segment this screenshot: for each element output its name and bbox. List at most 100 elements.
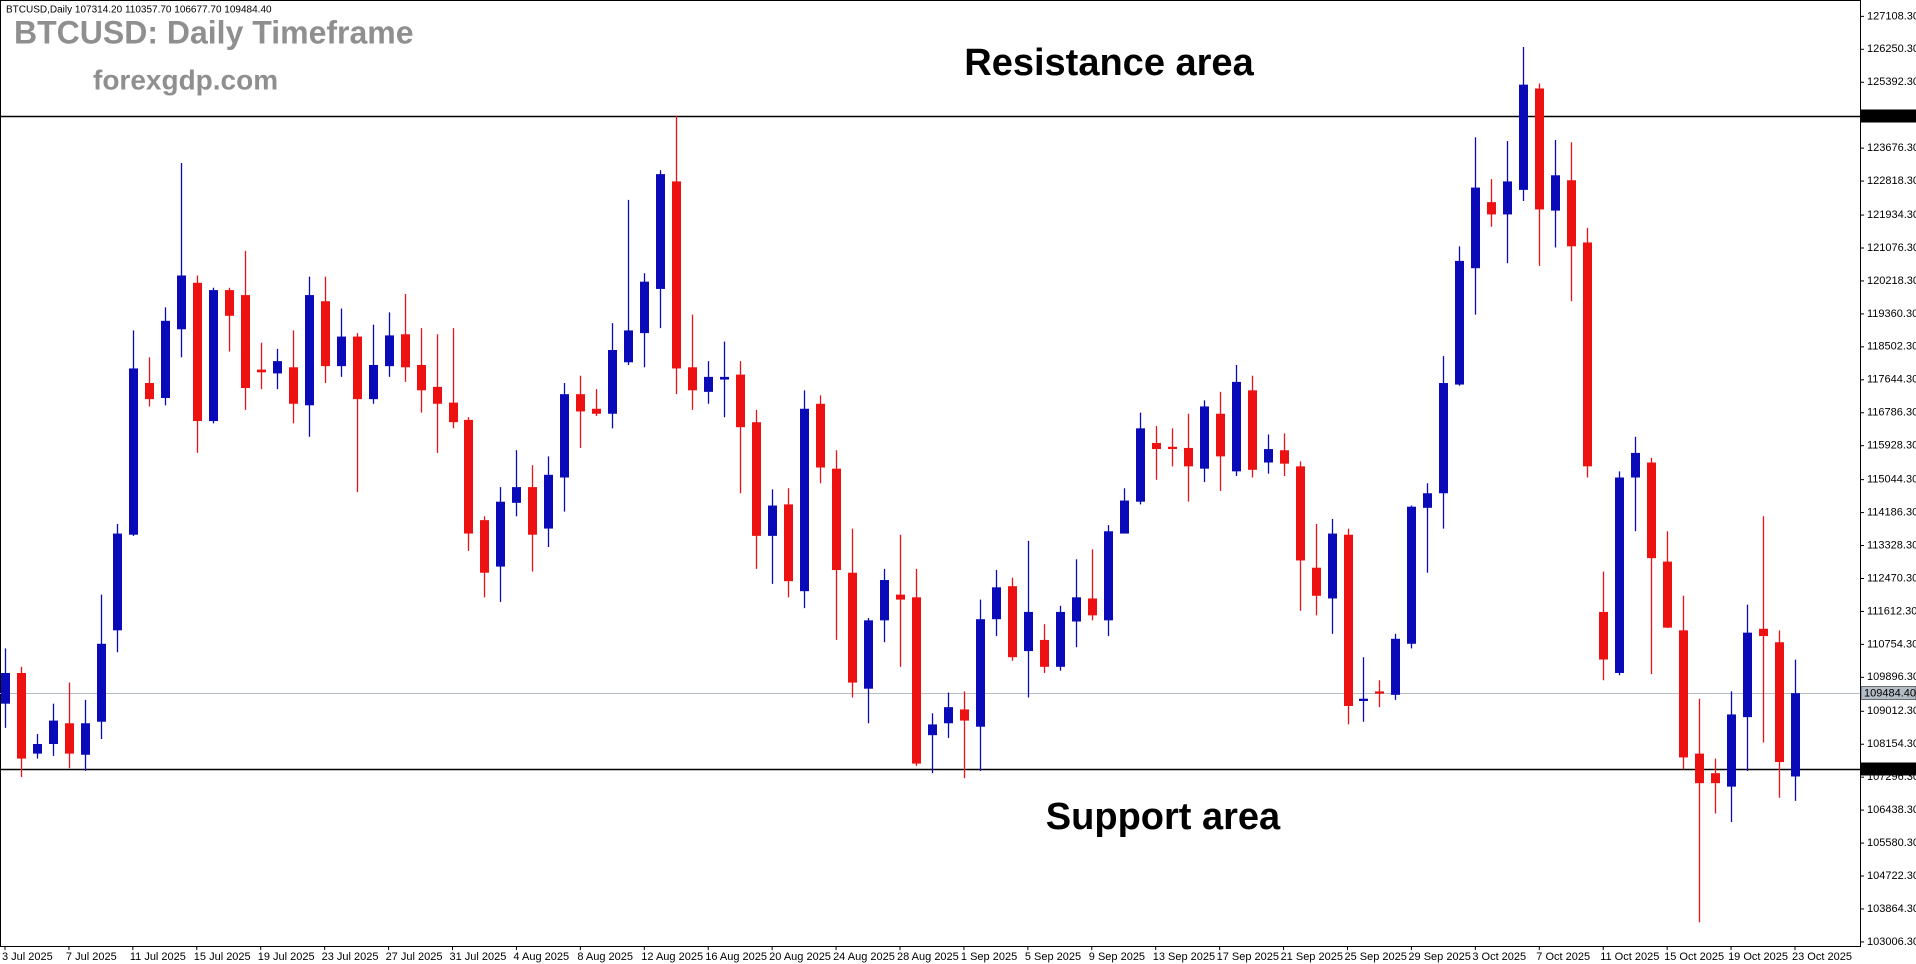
y-tick-label: 109896.30 <box>1867 671 1916 683</box>
candle-body <box>944 707 953 724</box>
candle-body <box>449 402 458 423</box>
candle-body <box>816 403 825 468</box>
support-label: Support area <box>1046 796 1281 838</box>
x-tick-label: 11 Jul 2025 <box>130 951 186 963</box>
x-tick-label: 29 Sep 2025 <box>1408 951 1470 963</box>
candle-body <box>1056 611 1065 667</box>
y-tick-label: 114186.30 <box>1867 506 1916 518</box>
x-tick-label: 5 Sep 2025 <box>1025 951 1081 963</box>
x-tick-label: 17 Sep 2025 <box>1217 951 1279 963</box>
candle-body <box>960 709 969 721</box>
candle-body <box>241 295 250 389</box>
candle-body <box>1615 477 1624 673</box>
candle-body <box>273 361 282 374</box>
candle-body <box>704 376 713 392</box>
y-tick-label: 123676.30 <box>1867 142 1916 154</box>
candle-body <box>992 587 1001 620</box>
candle-body <box>1024 611 1033 652</box>
x-tick-label: 24 Aug 2025 <box>833 951 895 963</box>
level-marker <box>1860 686 1916 700</box>
candle-body <box>832 468 841 571</box>
candle-body <box>528 487 537 535</box>
candle-body <box>1152 442 1161 450</box>
candle-body <box>145 383 154 400</box>
candle-body <box>1375 691 1384 694</box>
y-tick-label: 113328.30 <box>1867 539 1916 551</box>
y-tick-label: 106438.30 <box>1867 804 1916 816</box>
candle-body <box>1248 390 1257 470</box>
candle-body <box>928 724 937 736</box>
candle-body <box>1679 630 1688 758</box>
x-tick-label: 15 Jul 2025 <box>194 951 251 963</box>
candle-body <box>1104 531 1113 621</box>
x-tick-label: 15 Oct 2025 <box>1664 951 1724 963</box>
y-tick-label: 115044.30 <box>1867 474 1916 486</box>
level-marker <box>1861 109 1916 123</box>
candle-body <box>1599 611 1608 660</box>
y-tick-label: 121934.30 <box>1867 209 1916 221</box>
x-tick-label: 19 Jul 2025 <box>258 951 315 963</box>
candle-body <box>848 572 857 683</box>
candle-body <box>1168 446 1177 450</box>
candle-body <box>385 335 394 367</box>
candle-body <box>97 643 106 722</box>
candle-body <box>1647 462 1656 559</box>
candle-body <box>656 174 665 289</box>
candle-body <box>113 533 122 631</box>
candle-body <box>289 367 298 404</box>
candle-body <box>305 295 314 406</box>
y-tick-label: 120218.30 <box>1867 275 1916 287</box>
y-tick-label: 118502.30 <box>1867 341 1916 353</box>
candle-body <box>800 408 809 592</box>
candle-body <box>1216 413 1225 457</box>
candle-body <box>1503 181 1512 215</box>
y-tick-label: 125392.30 <box>1867 76 1916 88</box>
x-tick-label: 9 Sep 2025 <box>1089 951 1145 963</box>
x-tick-label: 12 Aug 2025 <box>641 951 703 963</box>
candle-body <box>1088 598 1097 616</box>
x-tick-label: 20 Aug 2025 <box>769 951 831 963</box>
y-tick-label: 117644.30 <box>1867 374 1916 386</box>
watermark-site: forexgdp.com <box>93 64 278 95</box>
y-tick-label: 119360.30 <box>1867 308 1916 320</box>
x-tick-label: 27 Jul 2025 <box>386 951 443 963</box>
candle-body <box>480 520 489 573</box>
candle-body <box>1759 628 1768 637</box>
plot-frame <box>0 0 1861 947</box>
x-tick-label: 21 Sep 2025 <box>1281 951 1343 963</box>
candle-body <box>1695 753 1704 784</box>
candle-body <box>752 422 761 536</box>
candle-body <box>1471 187 1480 269</box>
y-tick-label: 126250.30 <box>1867 43 1916 55</box>
candle-body <box>640 281 649 334</box>
candle-body <box>1487 202 1496 215</box>
candle-body <box>1583 242 1592 467</box>
watermark-title: BTCUSD: Daily Timeframe <box>14 14 414 50</box>
candle-body <box>81 723 90 755</box>
x-tick-label: 8 Aug 2025 <box>577 951 633 963</box>
x-tick-label: 28 Aug 2025 <box>897 951 959 963</box>
candle-body <box>257 369 266 373</box>
candle-body <box>1391 638 1400 695</box>
candle-body <box>496 501 505 567</box>
x-tick-label: 7 Oct 2025 <box>1536 951 1590 963</box>
y-tick-label: 109012.30 <box>1867 705 1916 717</box>
candle-body <box>736 374 745 428</box>
y-tick-label: 121076.30 <box>1867 242 1916 254</box>
candle-body <box>353 336 362 400</box>
candle-body <box>464 419 473 534</box>
candle-body <box>1008 586 1017 658</box>
candle-body <box>1040 639 1049 667</box>
level-marker <box>1861 762 1916 776</box>
candle-body <box>33 744 42 754</box>
candle-body <box>1567 180 1576 247</box>
candle-body <box>321 301 330 367</box>
y-tick-label: 127108.30 <box>1867 10 1916 22</box>
y-tick-label: 111612.30 <box>1867 605 1916 617</box>
x-tick-label: 3 Oct 2025 <box>1472 951 1526 963</box>
candle-body <box>912 597 921 764</box>
y-tick-label: 108154.30 <box>1867 738 1916 750</box>
candle-body <box>1407 506 1416 644</box>
candle-body <box>177 275 186 330</box>
